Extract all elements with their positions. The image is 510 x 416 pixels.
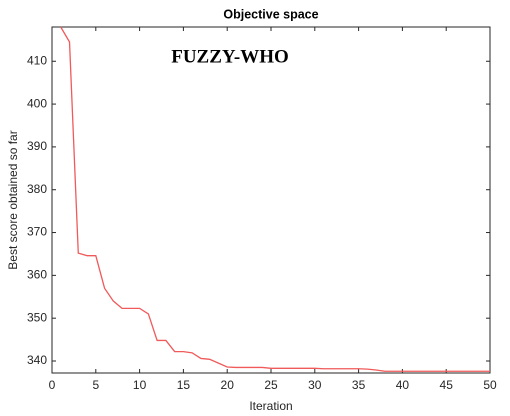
chart-title: Objective space [223, 7, 318, 21]
x-tick-label: 35 [352, 378, 366, 392]
y-axis-label: Best score obtained so far [6, 130, 20, 269]
y-tick-label: 390 [27, 139, 47, 153]
x-tick-label: 15 [177, 378, 191, 392]
y-tick-label: 410 [27, 53, 47, 67]
y-tick-label: 360 [27, 268, 47, 282]
y-tick-label: 380 [27, 182, 47, 196]
x-tick-label: 30 [308, 378, 322, 392]
x-tick-label: 20 [221, 378, 235, 392]
x-tick-label: 25 [264, 378, 278, 392]
y-tick-label: 370 [27, 225, 47, 239]
y-tick-label: 350 [27, 310, 47, 324]
x-tick-label: 0 [49, 378, 56, 392]
x-tick-label: 50 [483, 378, 497, 392]
x-tick-label: 40 [396, 378, 410, 392]
x-axis-label: Iteration [249, 399, 292, 413]
x-tick-label: 10 [133, 378, 147, 392]
x-tick-label: 45 [440, 378, 454, 392]
y-tick-label: 400 [27, 96, 47, 110]
data-line [60, 26, 490, 372]
annotation: FUZZY-WHO [171, 46, 289, 67]
y-tick-label: 340 [27, 353, 47, 367]
plot-frame [51, 26, 491, 374]
x-tick-label: 5 [92, 378, 99, 392]
